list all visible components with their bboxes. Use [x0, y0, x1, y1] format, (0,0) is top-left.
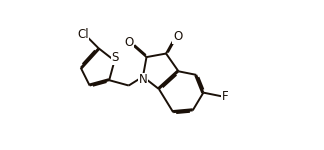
Text: F: F [222, 90, 228, 103]
Text: O: O [173, 30, 182, 43]
Text: N: N [139, 73, 147, 86]
Text: O: O [124, 36, 134, 49]
Text: Cl: Cl [77, 28, 89, 41]
Text: S: S [112, 51, 119, 64]
